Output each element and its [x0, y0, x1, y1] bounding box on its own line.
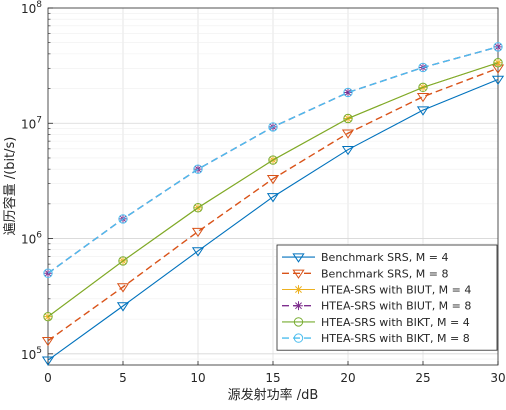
- series-lines: [41, 42, 505, 366]
- data-point: [43, 311, 53, 322]
- series-line: [47, 78, 499, 361]
- legend-label: HTEA-SRS with BIKT, M = 4: [321, 316, 470, 329]
- legend-label: Benchmark SRS, M = 8: [321, 267, 448, 280]
- data-point: [116, 283, 130, 293]
- series-6: [43, 42, 503, 278]
- x-tick-label: 30: [490, 371, 505, 385]
- y-tick-label: 106: [21, 231, 42, 247]
- x-tick-label: 5: [119, 371, 127, 385]
- data-point: [43, 268, 53, 278]
- series-line: [47, 46, 499, 274]
- data-point: [268, 122, 278, 132]
- legend-marker: [292, 269, 305, 279]
- y-tick-label: 107: [21, 115, 42, 131]
- legend-marker: [293, 317, 304, 327]
- y-tick-label: 108: [21, 0, 42, 16]
- legend-label: HTEA-SRS with BIUT, M = 8: [321, 300, 471, 313]
- legend-marker: [293, 333, 304, 343]
- data-point: [416, 92, 430, 103]
- legend-marker: [292, 253, 305, 263]
- data-point: [343, 113, 353, 124]
- data-point: [191, 247, 205, 257]
- x-tick-label: 10: [190, 371, 205, 385]
- data-point: [266, 193, 280, 203]
- data-point: [343, 88, 353, 97]
- x-tick-label: 15: [265, 371, 280, 385]
- data-point: [41, 336, 55, 347]
- data-point: [493, 42, 503, 52]
- data-point: [493, 58, 503, 68]
- data-point: [193, 164, 203, 174]
- y-axis-label: 遍历容量 /(bit/s): [2, 137, 18, 236]
- legend-box: [276, 244, 498, 351]
- legend-label: Benchmark SRS, M = 4: [321, 251, 448, 264]
- data-point: [343, 87, 353, 98]
- legend-marker: [294, 301, 303, 311]
- x-tick-label: 0: [44, 371, 52, 385]
- x-axis-label: 源发射功率 /dB: [228, 387, 319, 403]
- data-point: [268, 155, 278, 165]
- series-5: [43, 58, 503, 322]
- legend-label: HTEA-SRS with BIKT, M = 8: [321, 332, 470, 345]
- data-point: [341, 129, 355, 139]
- data-point: [118, 214, 128, 224]
- data-point: [493, 58, 503, 68]
- data-point: [416, 106, 430, 116]
- y-tick-label: 105: [21, 346, 42, 362]
- series-line: [47, 62, 499, 318]
- data-point: [418, 62, 428, 73]
- legend: Benchmark SRS, M = 4 Benchmark SRS, M = 8…: [276, 244, 498, 351]
- data-point: [116, 302, 130, 312]
- legend-label: HTEA-SRS with BIUT, M = 4: [321, 284, 471, 297]
- data-point: [341, 145, 355, 156]
- data-point: [191, 227, 205, 238]
- legend-marker: [294, 285, 303, 294]
- series-line: [47, 67, 499, 342]
- x-tick-label: 25: [415, 371, 430, 385]
- data-point: [193, 203, 203, 213]
- data-point: [266, 175, 280, 185]
- series-1: [41, 75, 505, 366]
- data-point: [41, 356, 55, 366]
- axis-ticks: 0 5 10 15 20 25 30 105 106 107 108: [21, 0, 506, 385]
- data-point: [118, 256, 128, 266]
- data-point: [491, 75, 505, 86]
- x-tick-label: 20: [340, 371, 355, 385]
- data-point: [43, 268, 53, 278]
- data-point: [418, 82, 428, 93]
